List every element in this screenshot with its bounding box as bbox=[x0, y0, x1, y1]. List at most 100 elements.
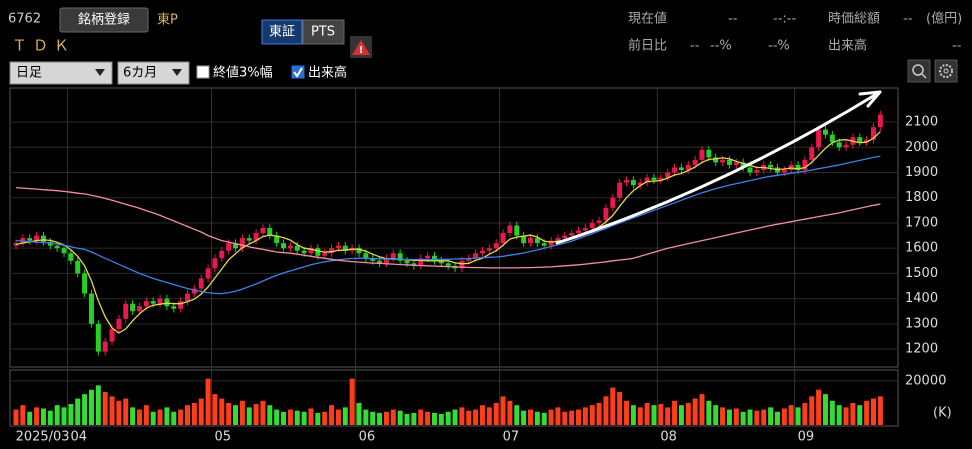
volume-bar bbox=[164, 407, 170, 425]
volume-bar bbox=[685, 402, 691, 425]
volume-bar bbox=[294, 410, 300, 425]
moving-average-line bbox=[15, 155, 881, 295]
volume-bar bbox=[534, 411, 540, 425]
candle-body bbox=[678, 167, 684, 170]
volume-bar bbox=[34, 407, 40, 425]
volume-bar bbox=[651, 405, 657, 425]
candle-body bbox=[157, 298, 163, 304]
volume-bar bbox=[582, 407, 588, 425]
plot: 1200 1300 1400 1500 1600 1700 1800 1900 2000 2100… bbox=[10, 88, 952, 445]
moving-average-line bbox=[15, 186, 881, 269]
candle-body bbox=[61, 248, 67, 254]
volume-bar bbox=[40, 408, 46, 425]
volume-bar bbox=[390, 409, 396, 425]
candle-body bbox=[672, 167, 678, 173]
candle-body bbox=[219, 250, 225, 259]
candle-body bbox=[205, 268, 211, 279]
candle-body bbox=[171, 306, 177, 309]
candle-body bbox=[294, 245, 300, 251]
candle-body bbox=[871, 127, 876, 140]
volume-bar bbox=[418, 409, 424, 425]
volume-bar bbox=[589, 405, 595, 425]
volume-bar bbox=[20, 405, 26, 425]
settings-icon[interactable] bbox=[934, 59, 958, 83]
candle-body bbox=[816, 129, 822, 148]
candle-body bbox=[637, 182, 643, 186]
volume-bar bbox=[116, 400, 122, 425]
tab-bg bbox=[302, 19, 345, 45]
x-tick-label: 09 bbox=[798, 430, 815, 445]
volume-bar bbox=[569, 410, 575, 425]
tab-bg bbox=[261, 19, 303, 45]
volume-bar bbox=[274, 409, 280, 425]
candle-body bbox=[164, 298, 170, 307]
candle-body bbox=[383, 258, 389, 264]
volume-bar bbox=[788, 405, 794, 425]
volume-bar bbox=[603, 396, 609, 425]
volume-bar bbox=[363, 409, 369, 425]
volume-checkbox[interactable]: 出来高 bbox=[291, 65, 347, 81]
candle-body bbox=[431, 255, 437, 261]
candle-body bbox=[610, 197, 616, 208]
candle-body bbox=[370, 258, 376, 261]
zoom-icon[interactable] bbox=[907, 59, 931, 83]
candle-body bbox=[198, 278, 204, 289]
icon-hub bbox=[943, 68, 949, 74]
candle-body bbox=[301, 250, 307, 254]
moving-average-line bbox=[15, 131, 881, 334]
y-tick-label: 1600 bbox=[905, 241, 938, 256]
volume-bar bbox=[425, 411, 431, 425]
icon-bg bbox=[907, 59, 931, 83]
candle-body bbox=[185, 293, 190, 302]
candle-body bbox=[726, 159, 732, 165]
candle-body bbox=[795, 164, 801, 170]
candle-body bbox=[809, 147, 815, 160]
icon-handle bbox=[921, 73, 927, 79]
volume-bar bbox=[239, 400, 245, 425]
volume-bar bbox=[383, 411, 389, 425]
tab-tse[interactable]: 東証 bbox=[261, 19, 303, 45]
volume-bar bbox=[521, 410, 527, 425]
candle-body bbox=[493, 243, 499, 249]
candle-body bbox=[589, 222, 595, 228]
candle-body bbox=[335, 245, 341, 249]
candle-body bbox=[102, 341, 108, 352]
candle-body bbox=[658, 177, 664, 181]
tab-pts[interactable]: PTS bbox=[302, 19, 345, 45]
x-tick-label: 08 bbox=[660, 430, 677, 445]
candle-body bbox=[486, 248, 492, 251]
select-arrow bbox=[172, 69, 182, 76]
period-select[interactable]: 日足 bbox=[9, 61, 113, 85]
candle-body bbox=[562, 235, 568, 239]
candle-body bbox=[857, 137, 863, 143]
time: --:-- bbox=[773, 12, 796, 27]
volume-bar bbox=[95, 385, 101, 425]
volume-bar bbox=[219, 398, 225, 425]
volume-unit: (K) bbox=[933, 406, 952, 421]
stock-code: 6762 bbox=[8, 12, 41, 27]
volume-bar bbox=[322, 411, 328, 425]
volume-bar bbox=[267, 405, 273, 425]
candle-body bbox=[754, 169, 760, 173]
volume-bar bbox=[404, 413, 410, 425]
candle-body bbox=[466, 258, 472, 261]
volume-bar bbox=[493, 402, 499, 425]
volume-bar bbox=[665, 407, 671, 425]
volume-bar bbox=[720, 407, 726, 425]
candle-body bbox=[287, 245, 293, 249]
button-label: 銘柄登録 bbox=[78, 13, 130, 28]
candle-body bbox=[651, 177, 657, 181]
icon-triangle bbox=[352, 40, 370, 55]
candle-body bbox=[233, 243, 239, 249]
close-range-checkbox[interactable]: 終値3%幅 bbox=[196, 65, 273, 81]
y-tick-label: 1700 bbox=[905, 215, 938, 230]
candle-body bbox=[253, 233, 259, 241]
volume-bar bbox=[260, 400, 266, 425]
candle-body bbox=[281, 243, 287, 249]
candle-body bbox=[418, 258, 424, 266]
warning-icon[interactable]: ! bbox=[350, 36, 372, 58]
register-button[interactable]: 銘柄登録 bbox=[59, 7, 149, 33]
range-select[interactable]: 6カ月 bbox=[117, 61, 190, 85]
market-cap-label: 時価総額 bbox=[828, 12, 880, 27]
volume-bar bbox=[816, 389, 822, 425]
